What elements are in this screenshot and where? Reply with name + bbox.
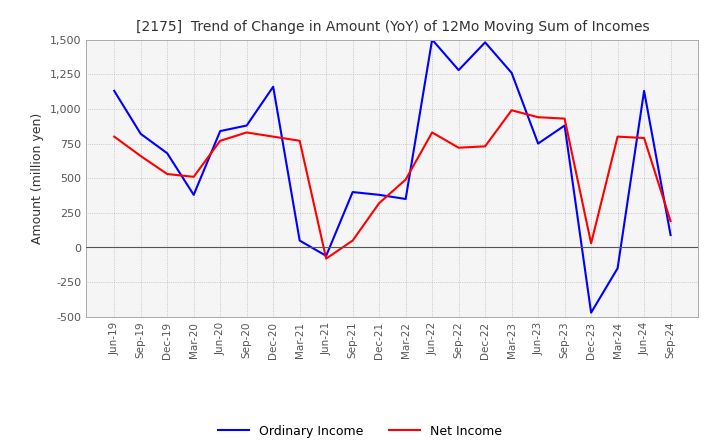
Ordinary Income <box>375 192 384 198</box>
Net Income <box>243 130 251 135</box>
Line: Ordinary Income: Ordinary Income <box>114 40 670 313</box>
Net Income <box>587 241 595 246</box>
Net Income <box>322 256 330 261</box>
Y-axis label: Amount (million yen): Amount (million yen) <box>32 113 45 244</box>
Ordinary Income <box>322 253 330 258</box>
Ordinary Income <box>666 232 675 238</box>
Net Income <box>560 116 569 121</box>
Net Income <box>348 238 357 243</box>
Net Income <box>216 138 225 143</box>
Net Income <box>640 136 649 141</box>
Ordinary Income <box>401 196 410 202</box>
Net Income <box>189 174 198 180</box>
Net Income <box>481 144 490 149</box>
Ordinary Income <box>295 238 304 243</box>
Ordinary Income <box>189 192 198 198</box>
Ordinary Income <box>560 123 569 128</box>
Ordinary Income <box>587 310 595 315</box>
Ordinary Income <box>136 131 145 136</box>
Ordinary Income <box>428 37 436 42</box>
Ordinary Income <box>348 189 357 194</box>
Ordinary Income <box>534 141 542 146</box>
Net Income <box>295 138 304 143</box>
Ordinary Income <box>243 123 251 128</box>
Ordinary Income <box>508 70 516 76</box>
Net Income <box>136 154 145 159</box>
Ordinary Income <box>454 67 463 73</box>
Legend: Ordinary Income, Net Income: Ordinary Income, Net Income <box>213 420 507 440</box>
Ordinary Income <box>481 40 490 45</box>
Ordinary Income <box>640 88 649 94</box>
Net Income <box>110 134 119 139</box>
Net Income <box>454 145 463 150</box>
Net Income <box>613 134 622 139</box>
Ordinary Income <box>216 128 225 134</box>
Ordinary Income <box>163 150 171 156</box>
Net Income <box>428 130 436 135</box>
Ordinary Income <box>269 84 277 89</box>
Title: [2175]  Trend of Change in Amount (YoY) of 12Mo Moving Sum of Incomes: [2175] Trend of Change in Amount (YoY) o… <box>135 20 649 34</box>
Ordinary Income <box>613 266 622 271</box>
Net Income <box>508 108 516 113</box>
Net Income <box>163 172 171 177</box>
Net Income <box>269 134 277 139</box>
Net Income <box>666 219 675 224</box>
Net Income <box>375 201 384 206</box>
Net Income <box>401 177 410 182</box>
Ordinary Income <box>110 88 119 94</box>
Line: Net Income: Net Income <box>114 110 670 259</box>
Net Income <box>534 114 542 120</box>
